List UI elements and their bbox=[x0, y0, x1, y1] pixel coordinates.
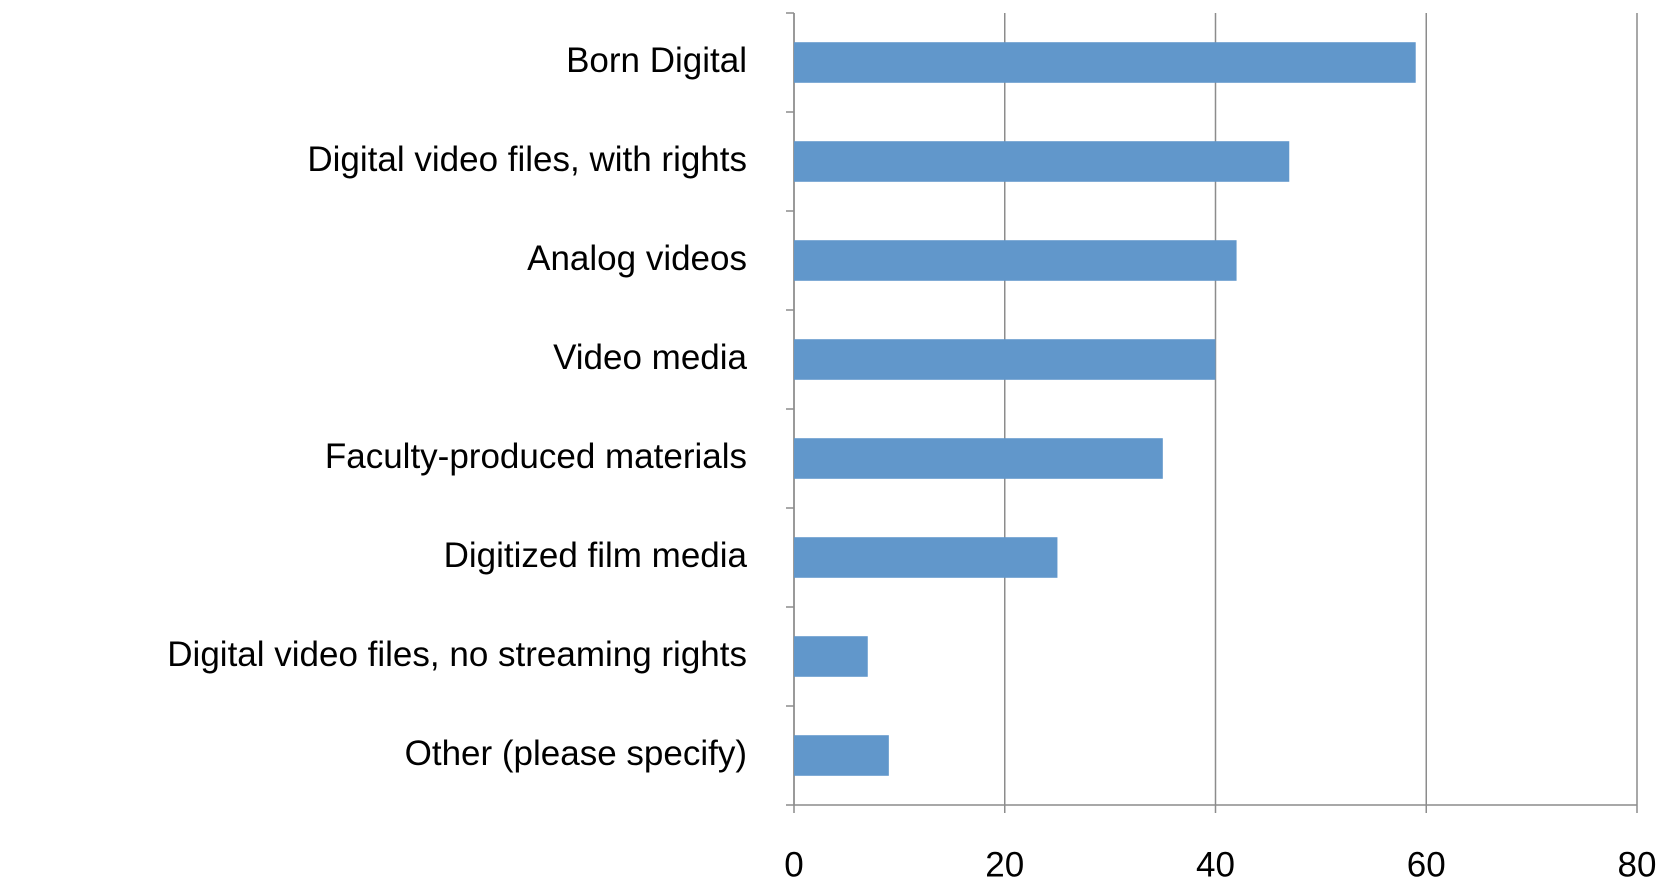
bar bbox=[794, 240, 1237, 281]
y-tick-label: Born Digital bbox=[566, 41, 747, 80]
y-tick-label: Digital video files, no streaming rights bbox=[167, 635, 747, 674]
y-tick-label: Analog videos bbox=[527, 239, 747, 278]
y-tick-label: Digitized film media bbox=[444, 536, 748, 575]
bar bbox=[794, 537, 1058, 578]
x-tick-label: 40 bbox=[1196, 845, 1235, 884]
bar bbox=[794, 42, 1416, 83]
bar bbox=[794, 339, 1216, 380]
x-tick-label: 80 bbox=[1618, 845, 1657, 884]
y-tick-label: Video media bbox=[553, 338, 747, 377]
bar bbox=[794, 438, 1163, 479]
y-tick-label: Other (please specify) bbox=[405, 734, 747, 773]
bar bbox=[794, 636, 868, 677]
bar bbox=[794, 141, 1290, 182]
bar bbox=[794, 735, 889, 776]
x-tick-label: 20 bbox=[985, 845, 1024, 884]
x-tick-label: 60 bbox=[1407, 845, 1446, 884]
y-tick-label: Digital video files, with rights bbox=[307, 140, 747, 179]
y-tick-label: Faculty-produced materials bbox=[325, 437, 747, 476]
x-tick-label: 0 bbox=[784, 845, 803, 884]
